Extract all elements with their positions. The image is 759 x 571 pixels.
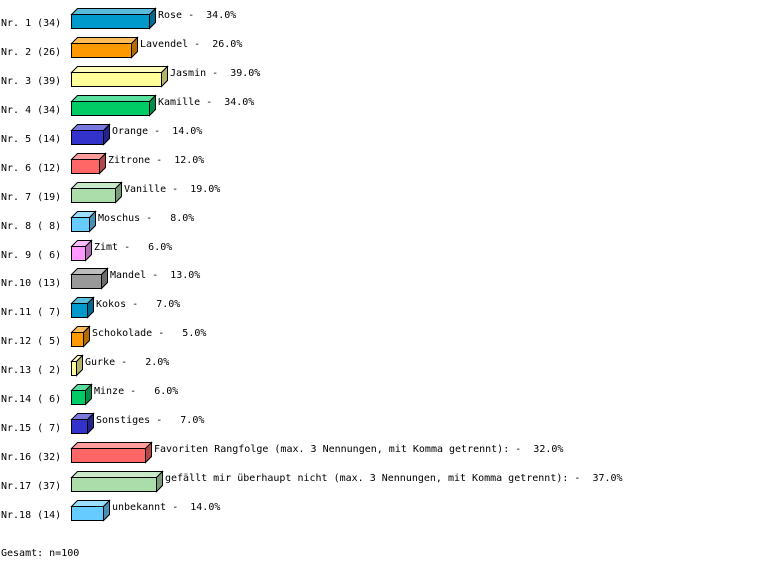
value-label: Schokolade - 5.0% (92, 328, 206, 339)
value-label: Kamille - 34.0% (158, 97, 254, 108)
bar (71, 43, 132, 58)
value-label: Kokos - 7.0% (96, 299, 180, 310)
bar-group: Nr.17 (37) gefällt mir überhaupt nicht (m… (1, 470, 623, 493)
bar-group: Nr.18 (14) unbekannt - 14.0% (1, 499, 220, 522)
bar (71, 101, 150, 116)
value-label: Favoriten Rangfolge (max. 3 Nennungen, m… (154, 444, 563, 455)
bar (71, 303, 88, 318)
value-label: Zimt - 6.0% (94, 242, 172, 253)
bar (71, 419, 88, 434)
bar-top (70, 442, 153, 449)
value-label: Orange - 14.0% (112, 126, 202, 137)
bar-group: Nr.12 ( 5) Schokolade - 5.0% (1, 325, 206, 348)
value-label: unbekannt - 14.0% (112, 502, 220, 513)
row-label: Nr.18 (14) (1, 510, 61, 521)
bar-group: Nr. 6 (12) Zitrone - 12.0% (1, 152, 204, 175)
row-label: Nr.17 (37) (1, 481, 61, 492)
value-label: Sonstiges - 7.0% (96, 415, 204, 426)
bar (71, 390, 86, 405)
bar-group: Nr.11 ( 7) Kokos - 7.0% (1, 296, 180, 319)
row-label: Nr. 5 (14) (1, 134, 61, 145)
row-label: Nr.15 ( 7) (1, 423, 61, 434)
value-label: Jasmin - 39.0% (170, 68, 260, 79)
value-label: Rose - 34.0% (158, 10, 236, 21)
value-label: Zitrone - 12.0% (108, 155, 204, 166)
bar (71, 448, 146, 463)
bar-top (70, 95, 157, 102)
value-label: Moschus - 8.0% (98, 213, 194, 224)
bar-group: Nr. 2 (26) Lavendel - 26.0% (1, 36, 242, 59)
row-label: Nr.16 (32) (1, 452, 61, 463)
bar (71, 361, 77, 376)
row-label: Nr. 2 (26) (1, 47, 61, 58)
row-label: Nr. 8 ( 8) (1, 221, 61, 232)
row-label: Nr. 9 ( 6) (1, 250, 61, 261)
bar-group: Nr. 8 ( 8) Moschus - 8.0% (1, 210, 194, 233)
bar (71, 332, 84, 347)
row-label: Nr.13 ( 2) (1, 365, 61, 376)
bar-group: Nr.15 ( 7) Sonstiges - 7.0% (1, 412, 204, 435)
value-label: Mandel - 13.0% (110, 270, 200, 281)
row-label: Nr. 6 (12) (1, 163, 61, 174)
bar-top (70, 8, 157, 15)
bar-top (70, 66, 169, 73)
bar-group: Nr. 4 (34) Kamille - 34.0% (1, 94, 254, 117)
bar-group: Nr. 5 (14) Orange - 14.0% (1, 123, 202, 146)
bar-group: Nr.14 ( 6) Minze - 6.0% (1, 383, 178, 406)
bar (71, 188, 116, 203)
bar (71, 217, 90, 232)
value-label: Vanille - 19.0% (124, 184, 220, 195)
bar (71, 477, 157, 492)
bar-group: Nr. 1 (34) Rose - 34.0% (1, 7, 236, 30)
row-label: Nr. 1 (34) (1, 18, 61, 29)
row-label: Nr.14 ( 6) (1, 394, 61, 405)
total-count: Gesamt: n=100 (1, 548, 80, 559)
bar-top (70, 182, 123, 189)
value-label: Gurke - 2.0% (85, 357, 169, 368)
row-label: Nr. 3 (39) (1, 76, 61, 87)
bar-group: Nr.13 ( 2) Gurke - 2.0% (1, 354, 169, 377)
bar-group: Nr. 7 (19) Vanille - 19.0% (1, 181, 220, 204)
bar-group: Nr. 9 ( 6) Zimt - 6.0% (1, 239, 172, 262)
bar-group: Nr.10 (13) Mandel - 13.0% (1, 267, 200, 290)
bar-top (70, 471, 164, 478)
bar (71, 274, 102, 289)
value-label: Minze - 6.0% (94, 386, 178, 397)
row-label: Nr.11 ( 7) (1, 307, 61, 318)
value-label: gefällt mir überhaupt nicht (max. 3 Nenn… (165, 473, 623, 484)
bar (71, 506, 104, 521)
bar (71, 72, 162, 87)
bar-group: Nr. 3 (39) Jasmin - 39.0% (1, 65, 260, 88)
bar (71, 246, 86, 261)
row-label: Nr.12 ( 5) (1, 336, 61, 347)
row-label: Nr. 7 (19) (1, 192, 61, 203)
bar (71, 14, 150, 29)
row-label: Nr. 4 (34) (1, 105, 61, 116)
value-label: Lavendel - 26.0% (140, 39, 242, 50)
row-label: Nr.10 (13) (1, 278, 61, 289)
bar (71, 159, 100, 174)
bar (71, 130, 104, 145)
bar-group: Nr.16 (32) Favoriten Rangfolge (max. 3 Ne… (1, 441, 563, 464)
bar-top (70, 37, 139, 44)
